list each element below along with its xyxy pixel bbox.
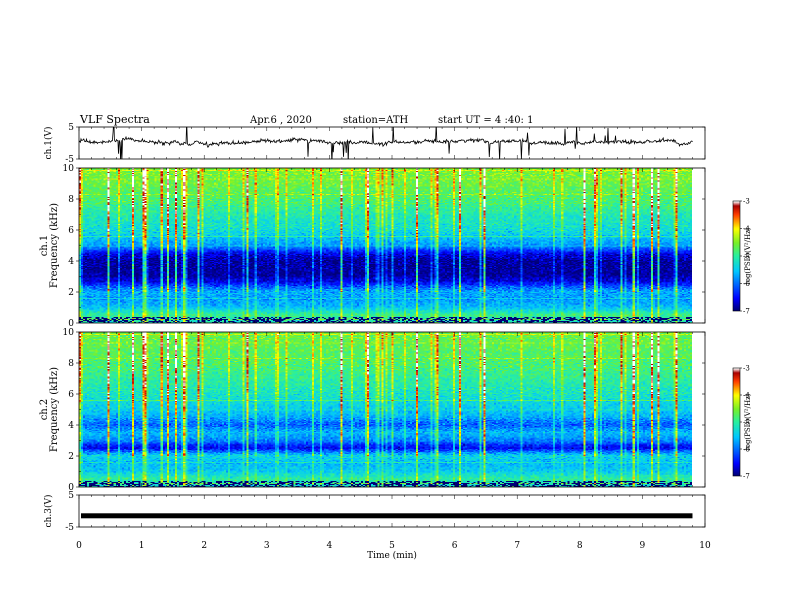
y-axis-label: Frequency (kHz)	[49, 367, 60, 452]
x-tick-label: 9	[640, 541, 646, 551]
x-tick-label: 7	[514, 541, 520, 551]
x-tick-label: 5	[389, 541, 395, 551]
colorbar-tick-label: -3	[743, 365, 750, 373]
x-tick-label: 0	[76, 541, 82, 551]
y-tick-label: 6	[68, 226, 74, 236]
colorbar-tick-label: -3	[743, 198, 750, 206]
y-tick-label: 8	[68, 359, 74, 369]
colorbar-tick-label: -7	[743, 308, 750, 316]
y-tick-label: 2	[68, 288, 74, 298]
y-tick-label: 10	[63, 164, 75, 174]
y-axis-label: ch.3(V)	[43, 495, 54, 528]
x-tick-label: 4	[327, 541, 333, 551]
colorbar-tick-label: -7	[743, 473, 750, 481]
y-tick-label: 6	[68, 390, 74, 400]
x-tick-label: 2	[201, 541, 207, 551]
y-axis-label: ch.2	[39, 399, 50, 421]
ch1-waveform-trace	[79, 127, 693, 159]
x-tick-label: 1	[139, 541, 145, 551]
colorbar-label: log(PSD)(V²/Hz)	[744, 227, 752, 284]
colorbar-tick-label: -4	[743, 225, 750, 233]
colorbar-tick-label: -4	[743, 392, 750, 400]
y-tick-label: 2	[68, 452, 74, 462]
x-tick-label: 6	[452, 541, 458, 551]
x-tick-label: 10	[699, 541, 711, 551]
y-tick-label: 8	[68, 195, 74, 205]
colorbar-tick-label: -5	[743, 253, 750, 261]
y-tick-label: 0	[68, 319, 74, 329]
y-tick-label: 0	[68, 483, 74, 493]
start-ut-label: start UT = 4 :40: 1	[438, 115, 534, 126]
y-tick-label: -5	[65, 523, 74, 533]
ch3-waveform-frame	[78, 494, 706, 528]
station-label: station=ATH	[343, 115, 409, 126]
y-axis-label: Frequency (kHz)	[49, 203, 60, 288]
y-tick-label: -5	[65, 155, 74, 165]
date-label: Apr.6 , 2020	[250, 115, 312, 126]
figure-title: VLF Spectra	[80, 113, 150, 126]
y-tick-label: 4	[68, 257, 74, 267]
y-axis-label: ch.1	[39, 235, 50, 257]
colorbar-tick-label: -6	[743, 446, 750, 454]
x-tick-label: 8	[577, 541, 583, 551]
y-tick-label: 4	[68, 421, 74, 431]
y-tick-label: 5	[68, 123, 74, 133]
ch1-spectrogram-colorbar	[733, 201, 740, 311]
y-axis-label: ch.1(V)	[43, 127, 54, 160]
colorbar-tick-label: -5	[743, 419, 750, 427]
ch2-spectrogram-image	[79, 332, 692, 487]
x-tick-label: 3	[264, 541, 270, 551]
y-tick-label: 5	[68, 491, 74, 501]
colorbar-label: log(PSD)(V²/Hz)	[744, 393, 752, 450]
ch2-spectrogram-colorbar	[733, 368, 740, 476]
colorbar-tick-label: -6	[743, 280, 750, 288]
y-tick-label: 10	[63, 328, 75, 338]
x-axis-label: Time (min)	[367, 550, 417, 561]
ch3-waveform-trace	[81, 513, 693, 519]
ch1-spectrogram-image	[79, 168, 692, 323]
